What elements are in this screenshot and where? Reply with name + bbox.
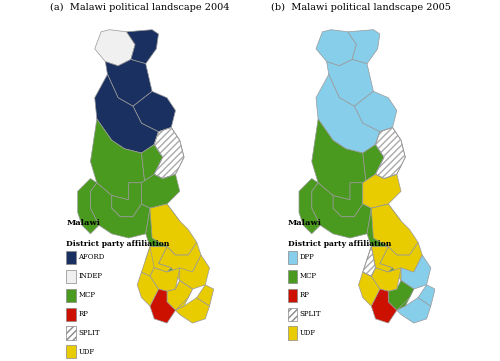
Bar [288,308,298,321]
Polygon shape [94,74,158,153]
Polygon shape [142,247,154,276]
Text: SPLIT: SPLIT [300,310,322,318]
Polygon shape [106,60,152,106]
Polygon shape [316,74,380,153]
Polygon shape [372,289,397,323]
Text: RP: RP [300,291,310,299]
Polygon shape [333,183,363,217]
Polygon shape [299,179,320,234]
Polygon shape [350,144,384,200]
Polygon shape [180,255,210,289]
Polygon shape [376,127,406,179]
Title: (a)  Malawi political landscape 2004: (a) Malawi political landscape 2004 [50,3,229,12]
Polygon shape [348,30,380,64]
Polygon shape [146,247,171,272]
Polygon shape [372,204,418,255]
Polygon shape [372,238,406,272]
Polygon shape [150,238,184,272]
Polygon shape [150,204,197,255]
Polygon shape [363,174,401,208]
Polygon shape [176,297,210,323]
Text: INDEP: INDEP [78,272,102,280]
Bar [66,288,76,302]
Polygon shape [146,204,180,251]
Text: MCP: MCP [78,291,96,299]
Bar [66,326,76,340]
Polygon shape [367,204,401,251]
Polygon shape [128,144,162,200]
Polygon shape [372,268,401,291]
Text: MCP: MCP [300,272,316,280]
Text: UDF: UDF [78,348,94,356]
Polygon shape [326,60,374,106]
Polygon shape [126,30,158,64]
Bar [288,270,298,283]
Polygon shape [158,242,201,280]
Polygon shape [418,285,435,306]
Polygon shape [176,280,192,297]
Polygon shape [388,280,414,310]
Polygon shape [137,272,158,306]
Polygon shape [90,119,146,200]
Polygon shape [150,289,176,323]
Polygon shape [397,280,414,297]
Bar [66,345,76,358]
Polygon shape [358,272,380,306]
Polygon shape [90,183,150,238]
Polygon shape [167,280,192,310]
Text: DPP: DPP [300,253,314,261]
Bar [66,251,76,264]
Polygon shape [78,179,99,234]
Polygon shape [354,91,397,132]
Polygon shape [197,285,214,306]
Bar [288,288,298,302]
Polygon shape [367,247,392,272]
Polygon shape [388,289,409,310]
Text: Malawi: Malawi [66,219,100,227]
Title: (b)  Malawi political landscape 2005: (b) Malawi political landscape 2005 [270,3,450,12]
Polygon shape [150,268,180,291]
Polygon shape [142,174,180,208]
Bar [288,251,298,264]
Text: District party affiliation: District party affiliation [66,240,170,248]
Polygon shape [312,183,372,238]
Polygon shape [112,183,142,217]
Polygon shape [316,30,356,66]
Text: Malawi: Malawi [288,219,322,227]
Polygon shape [133,91,176,132]
Polygon shape [154,127,184,179]
Polygon shape [363,247,376,276]
Bar [66,270,76,283]
Text: UDF: UDF [300,329,316,337]
Text: District party affiliation: District party affiliation [288,240,391,248]
Text: SPLIT: SPLIT [78,329,100,337]
Bar [66,308,76,321]
Text: RP: RP [78,310,88,318]
Text: AFORD: AFORD [78,253,104,261]
Polygon shape [94,30,135,66]
Polygon shape [312,119,367,200]
Bar [288,326,298,340]
Polygon shape [401,255,431,289]
Polygon shape [397,297,431,323]
Polygon shape [167,289,188,310]
Polygon shape [380,242,422,280]
